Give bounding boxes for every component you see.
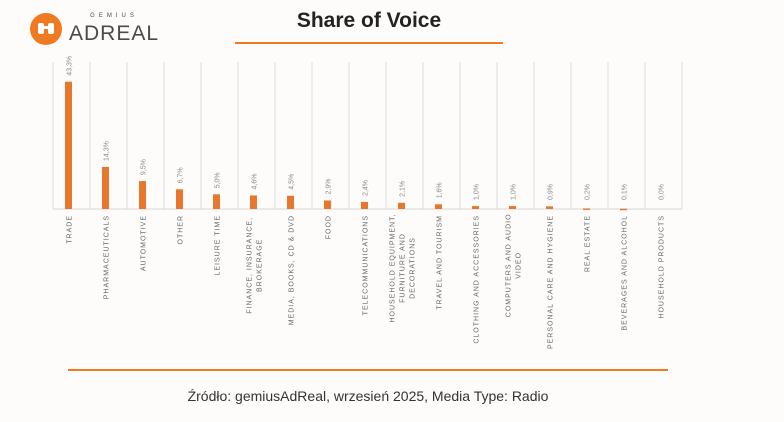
data-label: 0,1% bbox=[622, 184, 629, 200]
category-label: FURNITURE AND bbox=[400, 233, 407, 303]
data-label: 9,5% bbox=[141, 159, 148, 175]
category-label: LEISURE TIME bbox=[215, 215, 222, 276]
category-label: AUTOMOTIVE bbox=[141, 215, 148, 271]
category-label: FINANCE, INSURANCE, bbox=[247, 217, 254, 314]
logo-top-text: GEMIUS bbox=[90, 13, 138, 19]
category-label: REAL ESTATE bbox=[585, 215, 592, 272]
category-label: HOUSEHOLD EQUIPMENT, bbox=[390, 213, 397, 322]
category-label: FOOD bbox=[326, 215, 333, 239]
bar bbox=[287, 195, 294, 209]
data-label: 6,7% bbox=[178, 167, 185, 183]
source-note: Źródło: gemiusAdReal, wrzesień 2025, Med… bbox=[187, 388, 549, 404]
bar bbox=[102, 166, 109, 209]
data-label: 2,9% bbox=[326, 179, 333, 195]
logo-main-text: ADREAL bbox=[69, 22, 160, 45]
bar bbox=[361, 201, 368, 209]
category-label: BEVERAGES AND ALCOHOL bbox=[622, 215, 629, 331]
category-label: DECORATIONS bbox=[410, 237, 417, 299]
data-label: 4,6% bbox=[252, 174, 259, 190]
category-label: TELECOMMUNICATIONS bbox=[363, 215, 370, 315]
data-label: 5,0% bbox=[215, 172, 222, 188]
bar bbox=[213, 194, 220, 209]
bar bbox=[620, 208, 627, 211]
category-label: TRADE bbox=[67, 215, 74, 244]
bottom-divider bbox=[68, 369, 668, 371]
category-label: OTHER bbox=[178, 215, 185, 245]
bar bbox=[509, 206, 516, 209]
adreal-logo: GEMIUS ADREAL bbox=[30, 12, 159, 46]
data-label: 14,3% bbox=[104, 141, 111, 161]
bar bbox=[139, 181, 146, 209]
bar bbox=[435, 204, 442, 209]
data-label: 43,3% bbox=[67, 56, 74, 76]
category-label: TRAVEL AND TOURISM bbox=[437, 215, 444, 310]
category-label: BROKERAGE bbox=[257, 239, 264, 292]
category-label: CLOTHING AND ACCESSORIES bbox=[474, 215, 481, 344]
category-label: PERSONAL CARE AND HYGIENE bbox=[548, 215, 555, 349]
data-label: 1,6% bbox=[437, 182, 444, 198]
data-label: 0,2% bbox=[585, 184, 592, 200]
category-label: HOUSEHOLD PRODUCTS bbox=[659, 215, 666, 319]
category-label: MEDIA, BOOKS, CD & DVD bbox=[289, 215, 296, 325]
data-label: 0,0% bbox=[659, 184, 666, 200]
data-label: 2,1% bbox=[400, 181, 407, 197]
bar bbox=[324, 200, 331, 209]
data-label: 0,9% bbox=[548, 184, 555, 200]
bar bbox=[472, 206, 479, 209]
bar bbox=[176, 189, 183, 209]
chart-title: Share of Voice bbox=[296, 9, 442, 32]
data-label: 1,0% bbox=[474, 184, 481, 200]
data-label: 2,4% bbox=[363, 180, 370, 196]
bar bbox=[250, 195, 257, 209]
bar bbox=[546, 206, 553, 209]
category-label: COMPUTERS AND AUDIO bbox=[506, 213, 513, 317]
bar bbox=[65, 81, 72, 209]
binoculars-icon bbox=[30, 13, 62, 45]
category-label: VIDEO bbox=[516, 252, 523, 279]
category-label: PHARMACEUTICALS bbox=[104, 215, 111, 299]
bar bbox=[583, 208, 590, 210]
data-label: 1,0% bbox=[511, 184, 518, 200]
bar bbox=[398, 202, 405, 209]
title-underline bbox=[235, 42, 503, 44]
data-label: 4,5% bbox=[289, 174, 296, 190]
